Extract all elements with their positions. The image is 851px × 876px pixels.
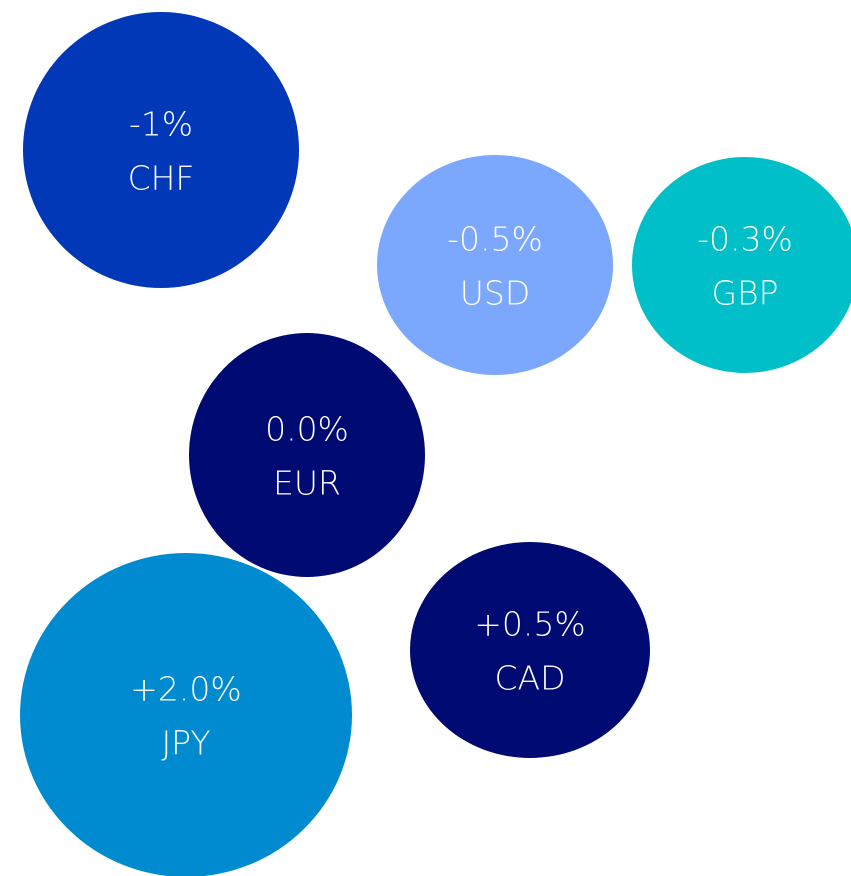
bubble: 0.0% EUR — [189, 333, 425, 577]
bubble-shape — [20, 553, 352, 876]
currency-label: GBP — [711, 274, 778, 313]
change-label: -1% — [129, 105, 193, 144]
currency-label: CHF — [128, 159, 195, 198]
change-label: 0.0% — [265, 410, 349, 449]
change-label: +0.5% — [474, 605, 586, 644]
bubble: -0.3% GBP — [632, 157, 851, 373]
currency-label: CAD — [494, 659, 565, 698]
bubble-shape — [189, 333, 425, 577]
bubble-shape — [377, 155, 613, 375]
change-label: +2.0% — [130, 670, 242, 709]
change-label: -0.5% — [447, 220, 543, 259]
currency-label: JPY — [161, 724, 210, 763]
bubble-shape — [410, 542, 650, 758]
currency-label: EUR — [273, 464, 341, 503]
change-label: -0.3% — [697, 220, 793, 259]
bubble-shape — [23, 12, 299, 288]
bubble: +2.0% JPY — [20, 553, 352, 876]
bubble: -1% CHF — [23, 12, 299, 288]
currency-label: USD — [460, 274, 531, 313]
bubble: +0.5% CAD — [410, 542, 650, 758]
bubble: -0.5% USD — [377, 155, 613, 375]
bubble-shape — [632, 157, 851, 373]
